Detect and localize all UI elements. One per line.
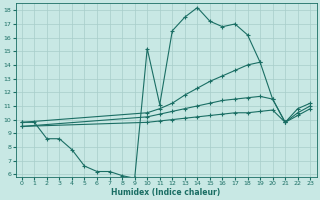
X-axis label: Humidex (Indice chaleur): Humidex (Indice chaleur) [111, 188, 221, 197]
